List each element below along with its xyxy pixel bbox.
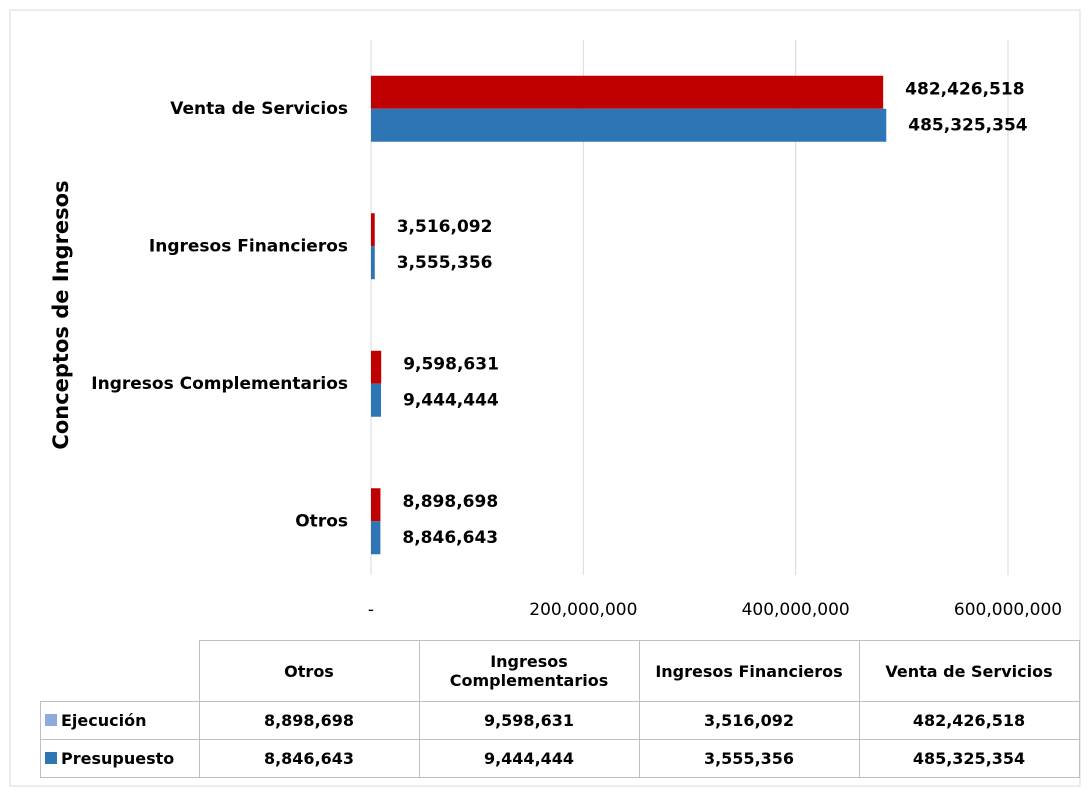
category-label: Ingresos Financieros: [149, 236, 348, 256]
table-corner: [41, 641, 200, 702]
bar: [371, 350, 382, 384]
table-header: Ingresos Complementarios: [418, 640, 640, 702]
table-header-row: Otros Ingresos Complementarios Ingresos Fi…: [41, 640, 1080, 702]
legend-key: [45, 714, 57, 726]
data-label: 3,555,356: [397, 253, 493, 273]
x-tick-label: 400,000,000: [742, 600, 850, 620]
legend-cell: Ejecución: [40, 701, 200, 740]
data-label: 8,898,698: [402, 492, 498, 512]
legend-label: Ejecución: [61, 711, 147, 730]
category-label: Otros: [295, 511, 348, 531]
table-header: Venta de Servicios: [858, 640, 1080, 702]
data-label: 485,325,354: [908, 115, 1028, 135]
legend-label: Presupuesto: [61, 749, 175, 768]
bar: [371, 75, 884, 109]
x-tick-label: 600,000,000: [954, 600, 1062, 620]
table-row: Presupuesto 8,846,643 9,444,444 3,555,356 48…: [40, 739, 1080, 778]
legend-cell: Presupuesto: [40, 739, 200, 778]
data-label: 9,598,631: [403, 354, 499, 374]
category-label: Venta de Servicios: [170, 99, 348, 119]
table-cell: 3,555,356: [638, 739, 860, 778]
table-row: Ejecución 8,898,698 9,598,631 3,516,092 482,…: [40, 701, 1080, 740]
category-label: Ingresos Complementarios: [91, 374, 348, 394]
table-header: Ingresos Financieros: [638, 640, 860, 702]
table-cell: 485,325,354: [858, 739, 1080, 778]
data-label: 3,516,092: [397, 217, 493, 237]
bar: [371, 488, 381, 522]
bar: [371, 383, 382, 417]
table-cell: 482,426,518: [858, 701, 1080, 740]
legend-key: [45, 752, 57, 764]
axis-title: Conceptos de Ingresos: [49, 180, 73, 449]
data-label: 482,426,518: [905, 79, 1024, 99]
data-label: 8,846,643: [402, 528, 498, 548]
bar: [371, 521, 381, 555]
bar: [371, 213, 375, 247]
table-cell: 9,444,444: [418, 739, 640, 778]
table-cell: 9,598,631: [418, 701, 640, 740]
data-label: 9,444,444: [403, 390, 499, 410]
table-cell: 3,516,092: [638, 701, 860, 740]
table-cell: 8,846,643: [198, 739, 420, 778]
bar: [371, 108, 887, 142]
x-tick-label: -: [368, 600, 374, 620]
x-tick-label: 200,000,000: [529, 600, 637, 620]
table-header: Otros: [198, 640, 420, 702]
data-table: Otros Ingresos Complementarios Ingresos Fi…: [40, 640, 1080, 778]
table-cell: 8,898,698: [198, 701, 420, 740]
bar: [371, 246, 375, 280]
